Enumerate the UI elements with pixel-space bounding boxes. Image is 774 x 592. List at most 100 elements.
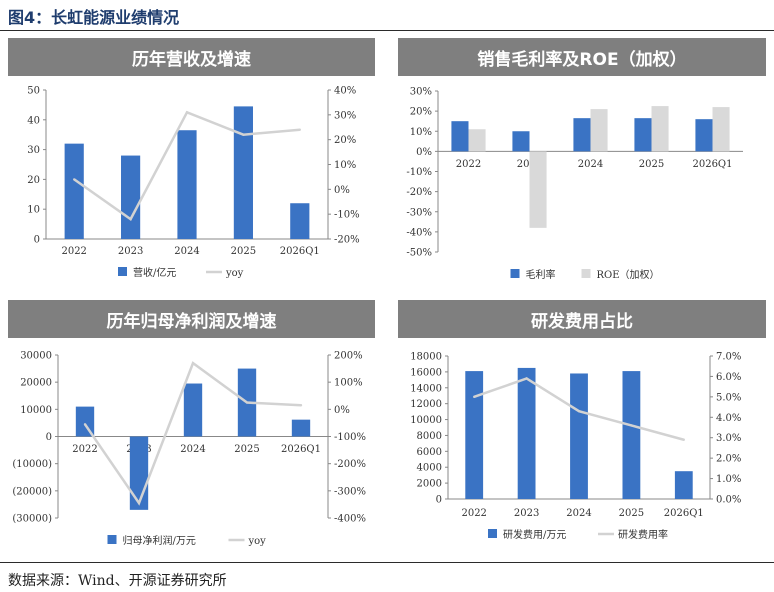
y-tick-label-left: -10%	[406, 167, 432, 178]
line-point	[525, 377, 528, 380]
revenue-chart: 0 10 20 30 40 50 -20% -10% 0% 10% 20% 30% 40% 2022 202…	[27, 86, 360, 280]
y-tick-label-right: 10%	[334, 160, 356, 171]
y-tick-label-right: 0%	[334, 405, 350, 416]
x-tick-label: 2026Q1	[280, 246, 320, 257]
y-tick-label-right: -10%	[334, 210, 360, 221]
y-tick-label-left: 50	[27, 86, 40, 97]
bar	[177, 130, 197, 239]
rd-expense-chart-panel: 研发费用占比 0 2000 4000 6000 8000 10000 12000 14000 1…	[398, 300, 766, 558]
rd-expense-chart: 0 2000 4000 6000 8000 10000 12000 14000 16000 180…	[410, 352, 741, 542]
y-tick-label-right: 0%	[334, 185, 350, 196]
legend-label: 研发费用率	[618, 528, 668, 541]
x-tick-label: 2025	[619, 508, 644, 519]
y-tick-label-right: 5.0%	[716, 392, 741, 403]
y-tick-label-left: 12000	[410, 399, 442, 410]
legend-label: 毛利率	[526, 268, 556, 281]
x-tick-label: 2025	[231, 246, 256, 257]
y-tick-label-right: 3.0%	[716, 433, 741, 444]
y-tick-label-left: 30%	[410, 87, 432, 98]
y-tick-label-left: -30%	[406, 207, 432, 218]
source-note: 数据来源：Wind、开源证券研究所	[8, 573, 227, 589]
y-tick-label-left: 20000	[20, 378, 52, 389]
y-tick-label-left: 40	[27, 115, 40, 126]
y-tick-label-left: (30000)	[12, 514, 52, 525]
y-tick-label-left: 0	[436, 495, 442, 506]
x-tick-label: 2025	[639, 159, 664, 170]
x-tick-label: 2023	[118, 246, 143, 257]
x-tick-label: 2023	[514, 508, 539, 519]
legend-label: 研发费用/万元	[503, 528, 566, 541]
legend-label: yoy	[248, 536, 267, 547]
bar	[573, 118, 591, 152]
line-point	[245, 401, 249, 404]
panel-title: 历年营收及增速	[8, 38, 375, 76]
y-tick-label-left: 30	[27, 145, 40, 156]
y-tick-label-right: 100%	[334, 378, 363, 389]
y-tick-label-left: 0	[46, 432, 52, 443]
y-tick-label-left: 0	[34, 235, 40, 246]
net-profit-chart-panel: 历年归母净利润及增速 (30000) (20000) (10000) 0 10000 20…	[8, 300, 375, 558]
y-tick-label-left: 6000	[417, 447, 442, 458]
revenue-chart-panel: 历年营收及增速 0 10 20 30 40 50 -20% -10% 0% 10% 20% 30% 40…	[8, 38, 375, 288]
x-tick-label: 2024	[174, 246, 199, 257]
y-tick-label-left: 0%	[416, 147, 432, 158]
bar	[233, 106, 253, 239]
bar	[468, 129, 486, 152]
margin-roe-chart-panel: 销售毛利率及ROE（加权） -50% -40% -30% -20% -10% 0% 10% 2…	[398, 38, 766, 288]
line-point	[473, 395, 476, 399]
bar	[712, 107, 730, 152]
bar	[183, 383, 203, 437]
line-point	[83, 423, 87, 426]
legend-label: 营收/亿元	[133, 266, 176, 279]
y-tick-label-right: 200%	[334, 351, 363, 362]
bar	[517, 367, 536, 499]
line-point	[129, 217, 132, 221]
top-rule	[0, 30, 774, 31]
x-tick-label: 2025	[234, 444, 259, 455]
x-tick-label: 2024	[578, 159, 603, 170]
bar	[121, 155, 141, 239]
y-tick-label-left: 20	[27, 175, 40, 186]
net-profit-chart: (30000) (20000) (10000) 0 10000 20000 30000 -40…	[12, 351, 366, 548]
y-tick-label-right: 0.0%	[716, 495, 741, 506]
x-tick-label: 2022	[456, 159, 481, 170]
line-point	[298, 128, 301, 131]
bar	[64, 143, 84, 239]
x-tick-label: 2026Q1	[281, 444, 321, 455]
y-tick-label-left: (10000)	[12, 459, 52, 470]
line-point	[577, 409, 581, 413]
panel-title: 历年归母净利润及增速	[8, 300, 375, 338]
panel-title: 研发费用占比	[398, 300, 766, 338]
bar	[129, 436, 149, 510]
y-tick-label-right: 1.0%	[716, 474, 741, 485]
x-tick-label: 2022	[461, 508, 486, 519]
bar	[622, 371, 641, 499]
y-tick-label-left: 10	[27, 205, 40, 216]
bar	[290, 203, 310, 239]
y-tick-label-left: (20000)	[12, 486, 52, 497]
y-tick-label-left: -40%	[406, 227, 432, 238]
y-tick-label-right: 7.0%	[716, 352, 741, 363]
line-point	[137, 501, 141, 505]
bar	[634, 118, 652, 152]
y-tick-label-left: 18000	[410, 352, 442, 363]
legend-bar-swatch	[488, 529, 497, 538]
bar	[570, 373, 588, 499]
y-tick-label-left: -50%	[406, 248, 432, 259]
y-tick-label-right: -400%	[334, 514, 366, 525]
legend-label: yoy	[225, 268, 244, 279]
y-tick-label-right: -20%	[334, 235, 360, 246]
y-tick-label-left: 10%	[410, 127, 432, 138]
y-tick-label-right: -200%	[334, 459, 366, 470]
x-tick-label: 2022	[72, 444, 97, 455]
bottom-rule	[0, 562, 774, 563]
y-tick-label-left: 10000	[20, 405, 52, 416]
bar	[451, 121, 469, 152]
x-tick-label: 2024	[566, 508, 591, 519]
y-tick-label-left: 10000	[410, 415, 442, 426]
y-tick-label-left: 30000	[20, 351, 52, 362]
y-tick-label-left: 20%	[410, 107, 432, 118]
y-tick-label-left: -20%	[406, 187, 432, 198]
x-tick-label: 2026Q1	[664, 508, 704, 519]
legend-label: ROE（加权）	[597, 268, 660, 281]
